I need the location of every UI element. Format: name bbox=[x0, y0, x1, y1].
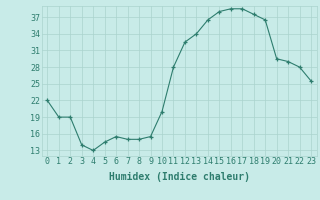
X-axis label: Humidex (Indice chaleur): Humidex (Indice chaleur) bbox=[109, 172, 250, 182]
